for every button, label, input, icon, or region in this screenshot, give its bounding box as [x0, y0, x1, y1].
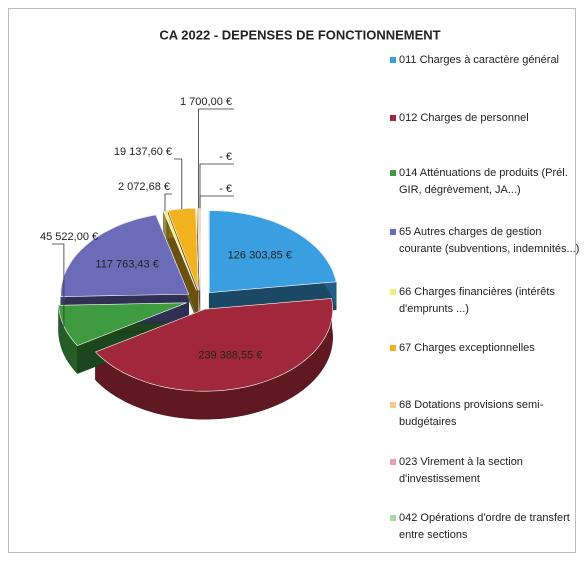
data-label: 45 522,00 €: [40, 231, 98, 243]
legend-label: 012 Charges de personnel: [399, 112, 529, 124]
legend-label: 66 Charges financières (intérêts d'empru…: [399, 286, 555, 315]
legend-entry: 66 Charges financières (intérêts d'empru…: [390, 284, 585, 318]
pie-tops: [58, 207, 337, 392]
data-label: 2 072,68 €: [118, 181, 170, 193]
legend-entry: 65 Autres charges de gestion courante (s…: [390, 224, 585, 258]
legend-entry: 68 Dotations provisions semi-budgétaires: [390, 397, 585, 431]
legend-swatch: [390, 515, 396, 521]
chart-frame: [8, 8, 576, 553]
legend-entry: 012 Charges de personnel: [390, 110, 585, 127]
legend-swatch: [390, 170, 396, 176]
legend-swatch: [390, 57, 396, 63]
leader-line: [174, 158, 183, 209]
legend-entry: 023 Virement à la section d'investisseme…: [390, 454, 585, 488]
legend-entry: 67 Charges exceptionnelles: [390, 340, 585, 357]
leader-line: [199, 195, 234, 209]
legend-swatch: [390, 115, 396, 121]
slice: [94, 298, 334, 392]
legend-label: 014 Atténuations de produits (Prél. GIR,…: [399, 167, 568, 196]
leader-line: [199, 163, 234, 209]
chart-title: CA 2022 - DEPENSES DE FONCTIONNEMENT: [159, 27, 440, 42]
slice: [208, 210, 337, 293]
legend-label: 68 Dotations provisions semi-budgétaires: [399, 399, 544, 428]
leader-line: [52, 243, 65, 327]
legend-entry: 011 Charges à caractère général: [390, 52, 585, 69]
slice: [60, 214, 190, 298]
legend-swatch: [390, 229, 396, 235]
legend-swatch: [390, 345, 396, 351]
data-label: 117 763,43 €: [95, 259, 158, 271]
data-label: - €: [219, 151, 232, 163]
legend-entry: 014 Atténuations de produits (Prél. GIR,…: [390, 165, 585, 199]
legend-swatch: [390, 459, 396, 465]
legend-label: 67 Charges exceptionnelles: [399, 342, 535, 354]
legend-swatch: [390, 402, 396, 408]
legend-entry: 042 Opérations d'ordre de transfert entr…: [390, 510, 585, 544]
data-label: 1 700,00 €: [180, 96, 232, 108]
data-label: 239 388,55 €: [198, 350, 262, 362]
leader-line: [198, 108, 234, 209]
data-label: 19 137,60 €: [114, 146, 172, 158]
data-label: 126 303,85 €: [228, 250, 292, 262]
legend-swatch: [390, 289, 396, 295]
legend-label: 011 Charges à caractère général: [399, 54, 560, 66]
legend-label: 023 Virement à la section d'investisseme…: [399, 456, 523, 485]
slice: [58, 302, 187, 346]
legend-label: 65 Autres charges de gestion courante (s…: [399, 226, 580, 255]
leader-line: [164, 193, 172, 211]
data-label: - €: [219, 183, 232, 195]
legend-label: 042 Opérations d'ordre de transfert entr…: [399, 512, 570, 541]
